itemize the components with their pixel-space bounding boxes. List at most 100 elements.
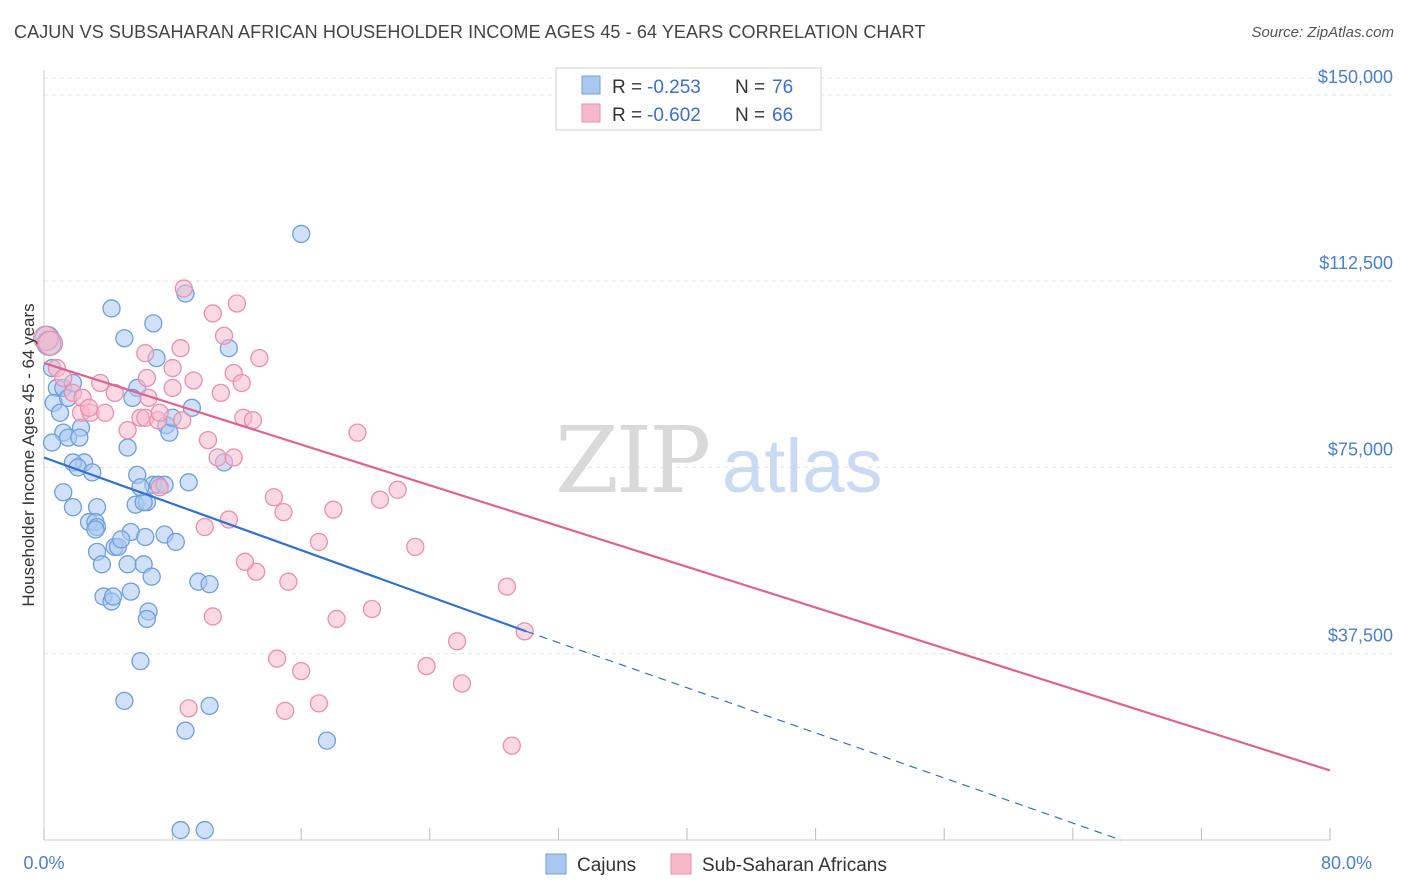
bottom-legend-label-cajun: Cajuns — [577, 855, 636, 876]
cajun-point-58 — [179, 473, 198, 492]
ssa-point-56 — [362, 599, 382, 619]
ssa-point-35 — [150, 478, 169, 497]
ssa-point-62 — [292, 661, 311, 681]
y-tick-label-0: $37,500 — [1328, 626, 1393, 646]
ssa-point-17 — [163, 378, 182, 398]
legend-n-value-1: 76 — [772, 77, 793, 98]
x-tick-labels: 0.0% 80.0% — [23, 853, 1372, 873]
y-tick-label-2: $112,500 — [1319, 253, 1393, 273]
bottom-legend-label-ssa: Sub-Saharan Africans — [702, 855, 887, 876]
ssa-point-21 — [171, 339, 190, 358]
legend-r-value-2: -0.602 — [647, 105, 701, 126]
trend-line-dashed-0 — [526, 630, 1122, 841]
ssa-point-51 — [452, 674, 472, 693]
cajun-point-36 — [137, 609, 157, 629]
cajun-point-48 — [118, 438, 137, 457]
ssa-point-48 — [406, 537, 425, 557]
cajun-point-28 — [92, 555, 112, 574]
ssa-point-50 — [447, 632, 467, 651]
cajun-point-47 — [112, 530, 131, 549]
ssa-point-64 — [179, 699, 198, 718]
ssa-point-59 — [267, 649, 287, 668]
x-tick-label-min: 0.0% — [23, 853, 64, 873]
ssa-point-9 — [95, 403, 115, 422]
cajun-point-72 — [195, 820, 214, 840]
cajun-point-13 — [42, 433, 62, 452]
legend-r-label-2: R = — [612, 105, 642, 126]
legend-n-value-2: 66 — [772, 105, 793, 126]
axes — [43, 70, 1331, 841]
ssa-point-34 — [137, 368, 157, 388]
cajun-point-70 — [317, 731, 337, 750]
cajun-point-52 — [102, 299, 121, 318]
cajun-point-71 — [171, 820, 190, 840]
cajun-point-64 — [292, 224, 311, 244]
ssa-point-24 — [211, 383, 230, 403]
cajun-point-32 — [103, 587, 123, 606]
ssa-point-58 — [275, 701, 295, 720]
cajun-points — [34, 224, 337, 840]
ssa-point-10 — [79, 398, 99, 417]
legend-swatch-ssa — [581, 103, 601, 123]
y-tick-labels: $37,500 $75,000 $112,500 $150,000 — [1318, 67, 1393, 646]
y-tick-label-1: $75,000 — [1328, 439, 1393, 459]
ssa-point-63 — [235, 552, 255, 571]
cajun-point-68 — [176, 721, 195, 740]
cajun-point-27 — [118, 555, 137, 574]
trend-line-1 — [43, 362, 1331, 772]
cajun-point-34 — [142, 567, 161, 586]
legend-n-label-2: N = — [735, 105, 765, 126]
ssa-point-31 — [214, 326, 234, 345]
cajun-point-12 — [70, 428, 89, 447]
watermark: ZIP atlas — [555, 407, 883, 514]
trend-lines — [43, 362, 1331, 841]
ssa-point-46 — [370, 490, 390, 509]
ssa-point-22 — [184, 371, 203, 390]
ssa-point-53 — [502, 736, 521, 755]
chart-title: CAJUN VS SUBSAHARAN AFRICAN HOUSEHOLDER … — [14, 22, 926, 42]
ssa-point-32 — [174, 279, 194, 298]
ssa-point-18 — [150, 403, 169, 422]
cajun-point-46 — [136, 527, 155, 547]
legend-r-label-1: R = — [612, 77, 642, 98]
ssa-point-61 — [219, 510, 239, 529]
bottom-legend-swatch-ssa — [670, 853, 692, 875]
cajun-point-59 — [166, 532, 185, 552]
ssa-point-55 — [417, 656, 436, 676]
x-tick-label-max: 80.0% — [1321, 853, 1372, 873]
ssa-point-33 — [136, 344, 155, 363]
ssa-point-65 — [203, 607, 222, 626]
ssa-point-30 — [227, 294, 247, 313]
ssa-points — [32, 279, 534, 755]
watermark-zip: ZIP — [555, 407, 708, 514]
ssa-point-29 — [243, 411, 263, 430]
cajun-point-19 — [63, 498, 83, 517]
legend-r-value-1: -0.253 — [647, 77, 701, 98]
cajun-point-17 — [54, 483, 73, 502]
ssa-point-27 — [232, 373, 251, 393]
ssa-point-47 — [388, 480, 407, 499]
y-axis-title: Householder Income Ages 45 - 64 years — [19, 303, 38, 606]
ssa-point-42 — [279, 572, 298, 591]
bottom-legend: Cajuns Sub-Saharan Africans — [545, 853, 887, 876]
ssa-point-38 — [224, 448, 243, 467]
ssa-point-19 — [173, 411, 192, 430]
ssa-point-49 — [327, 609, 346, 629]
watermark-atlas: atlas — [722, 424, 883, 509]
ssa-point-12 — [118, 421, 137, 440]
ssa-point-40 — [264, 488, 284, 507]
cajun-point-29 — [121, 582, 140, 601]
trend-line-0 — [43, 456, 527, 633]
ssa-point-44 — [324, 500, 343, 519]
ssa-point-41 — [274, 502, 293, 522]
cajun-point-66 — [131, 652, 150, 671]
cajun-point-51 — [115, 329, 134, 348]
ssa-point-1 — [37, 330, 64, 356]
ssa-point-54 — [497, 577, 517, 596]
ssa-point-60 — [195, 517, 214, 537]
ssa-point-43 — [309, 532, 329, 552]
legend-n-label-1: N = — [735, 77, 765, 98]
cajun-point-69 — [200, 696, 219, 716]
ssa-point-57 — [309, 694, 329, 713]
